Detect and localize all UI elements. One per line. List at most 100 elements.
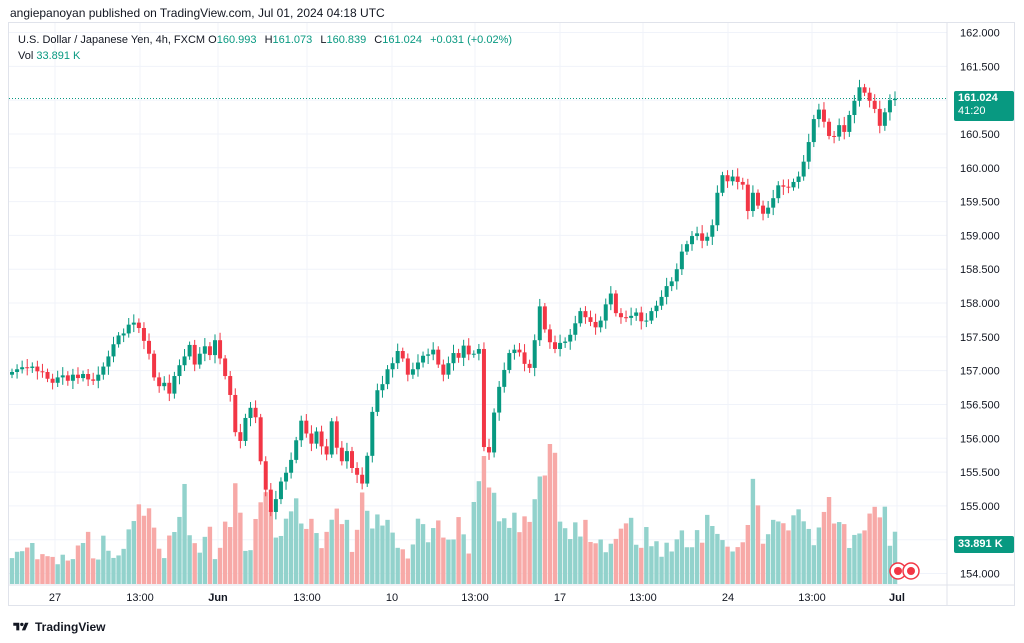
candle [700,225,705,249]
volume-bar [507,527,512,584]
volume-bar [75,545,81,584]
volume-bar [887,545,893,584]
candle [750,185,755,217]
volume-bar [55,564,60,584]
tradingview-brand[interactable]: TradingView [12,620,105,634]
price-axis: 162.000161.500161.000160.500160.000159.5… [8,23,1015,605]
candle [441,359,446,382]
flag-icon[interactable] [889,562,920,580]
volume-bar [217,547,223,584]
candle [116,332,121,348]
candle [832,130,837,144]
time-axis: 27 13:00 Jun 13:00 10 13:00 17 13:00 24 13:00 Jul [49,592,905,604]
volume-bar [862,530,867,584]
volume-bar [314,533,319,584]
time-tick-label: 24 [722,592,734,604]
volume-bar [872,506,877,584]
candle [436,346,441,368]
candle [877,100,882,134]
candle [187,341,192,360]
candle [375,383,380,417]
volume-bar [867,513,872,584]
candle [339,441,344,466]
candle [248,402,253,427]
candle [304,414,309,438]
candle [654,300,659,318]
candle [613,290,618,317]
volume-bar [547,444,553,584]
candle [238,423,243,449]
volume-bar [892,531,898,584]
candle [558,334,563,357]
volume-bar [689,547,695,584]
volume-bar [156,548,162,584]
volume-bar [811,545,817,584]
volume-bar [481,456,487,584]
candle [517,343,522,357]
volume-bar [324,531,329,584]
volume-bar [659,556,664,584]
volume-bar [664,542,669,584]
price-tick-label: 161.500 [960,61,1000,73]
candle [426,348,431,364]
candle [771,189,776,216]
candle [690,231,695,251]
candle [522,344,527,372]
volume-bar [126,529,131,584]
volume-bar [405,558,411,584]
candle [212,334,217,364]
time-tick-label: 13:00 [461,592,489,604]
volume-bar [370,528,375,584]
candle [837,118,842,141]
volume-bar [633,544,639,584]
candle [20,360,25,374]
volume-bar [30,542,35,584]
low-value: 160.839 [326,34,367,46]
candle [852,94,857,124]
volume-bar [517,532,522,584]
candle [324,438,329,461]
candle [715,185,720,232]
volume-value: 33.891 K [36,50,81,62]
candle [568,328,573,350]
time-tick-label: 10 [386,592,398,604]
volume-bar [765,534,771,584]
volume-bar [121,548,126,584]
candle [745,178,750,220]
candle [91,372,96,385]
candle [278,477,283,505]
volume-bar [715,533,720,584]
candle [862,83,867,97]
candle [192,339,197,372]
volume-bar [486,487,492,584]
candle [202,338,207,362]
time-tick-label: 17 [554,592,566,604]
volume-bar [182,483,187,584]
candle [50,373,55,390]
volume-bar [562,528,568,584]
volume-bar [593,543,598,584]
candle [684,240,689,255]
chart-panel[interactable] [8,22,1015,606]
candle [355,462,360,484]
candle [131,314,136,333]
volume-bar [238,512,243,584]
candle [65,371,70,386]
symbol-description: U.S. Dollar / Japanese Yen, 4h, FXCM [18,34,206,46]
volume-bar [735,547,740,584]
candle [299,415,304,447]
volume-bar [136,504,142,584]
close-value: 161.024 [382,34,423,46]
last-price-value: 161.024 [958,92,998,104]
candle [35,360,40,380]
close-label: C [374,34,383,46]
candle [70,368,75,390]
candle [182,348,187,372]
candle [314,427,319,449]
volume-bar [431,528,436,584]
candle [796,171,801,189]
volume-bar [476,481,482,584]
legend-ohlc: U.S. Dollar / Japanese Yen, 4h, FXCM O16… [18,34,512,46]
high-value: 161.073 [272,34,313,46]
